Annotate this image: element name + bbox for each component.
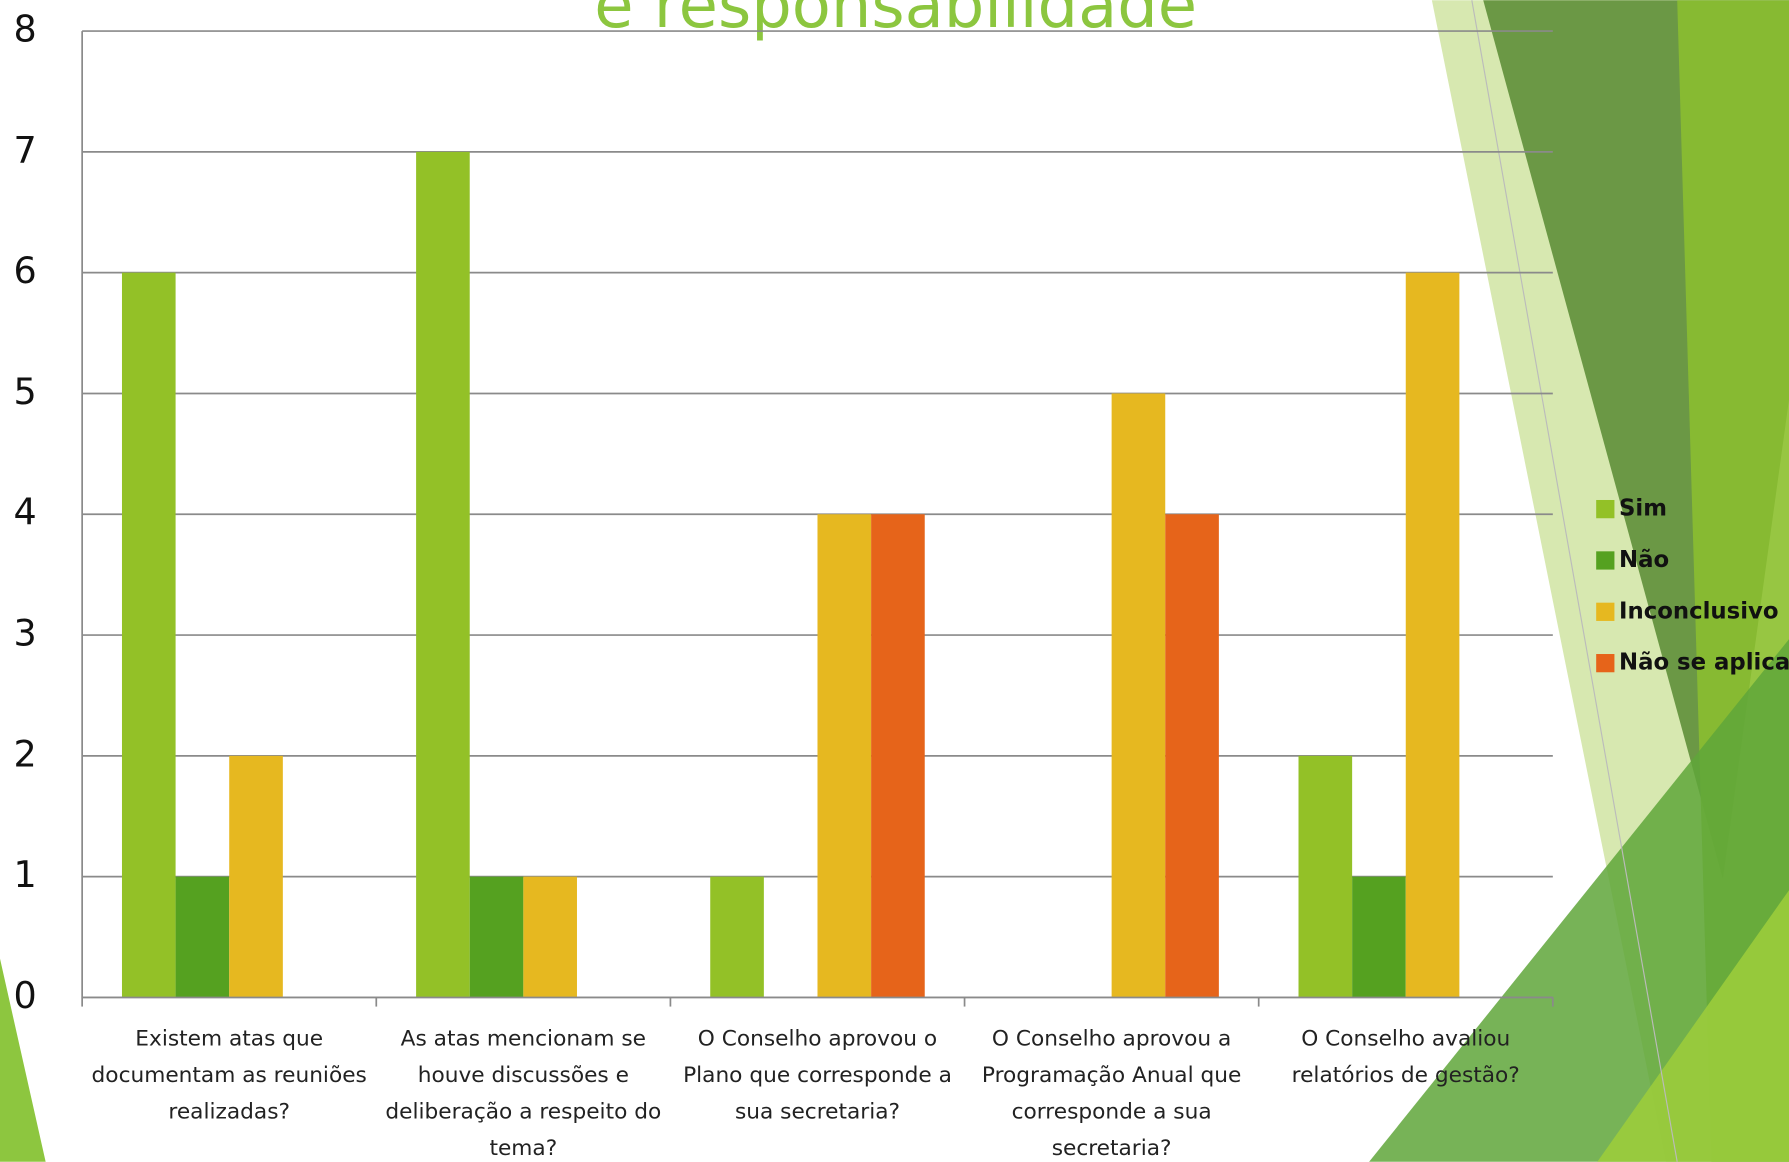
- x-tick-label-box: Existem atas que documentam as reuniões …: [91, 1025, 367, 1125]
- x-tick-label-box: O Conselho avaliou relatórios de gestão?: [1291, 1025, 1520, 1088]
- legend-label: Sim: [1619, 496, 1667, 522]
- x-tick-label: As atas mencionam se houve discussões e …: [385, 1025, 662, 1161]
- y-tick-label: 7: [13, 128, 36, 171]
- y-tick-label: 8: [13, 8, 36, 51]
- x-tick-label: O Conselho aprovou o Plano que correspon…: [683, 1025, 952, 1125]
- chart-title: e responsabilidade: [594, 0, 1197, 43]
- bar: [416, 151, 470, 998]
- legend-label: Não se aplica: [1619, 650, 1789, 676]
- bar: [1405, 272, 1460, 998]
- y-tick-label: 2: [13, 732, 36, 775]
- bar: [871, 514, 925, 998]
- bar: [1352, 876, 1406, 998]
- y-tick-label: 5: [13, 370, 36, 413]
- x-tick-label-box: O Conselho aprovou a Programação Anual q…: [981, 1025, 1242, 1161]
- legend-swatch: [1596, 654, 1615, 673]
- x-tick-label-box: O Conselho aprovou o Plano que correspon…: [683, 1025, 952, 1125]
- x-tick-label: O Conselho avaliou relatórios de gestão?: [1291, 1025, 1520, 1088]
- x-tick-label-box: As atas mencionam se houve discussões e …: [385, 1025, 662, 1161]
- bar: [1165, 514, 1219, 998]
- legend-swatch: [1596, 602, 1615, 621]
- bar: [523, 876, 577, 998]
- y-tick-label: 1: [13, 853, 36, 896]
- y-tick-label: 6: [13, 249, 36, 292]
- bar: [710, 876, 764, 998]
- bar: [121, 272, 176, 998]
- bar: [229, 755, 283, 998]
- bar: [1111, 393, 1166, 998]
- legend-swatch: [1596, 499, 1615, 519]
- legend-label: Inconclusivo: [1619, 598, 1779, 624]
- x-tick-label: Existem atas que documentam as reuniões …: [91, 1025, 367, 1125]
- y-tick-label: 0: [13, 974, 36, 1017]
- legend-label: Não: [1619, 547, 1669, 573]
- x-tick-label: O Conselho aprovou a Programação Anual q…: [981, 1025, 1242, 1161]
- bar: [817, 514, 872, 998]
- bar: [1298, 755, 1353, 998]
- bar: [175, 876, 230, 998]
- y-tick-label: 3: [13, 612, 36, 655]
- legend-swatch: [1596, 551, 1615, 570]
- bar: [469, 876, 524, 998]
- y-tick-label: 4: [13, 491, 36, 534]
